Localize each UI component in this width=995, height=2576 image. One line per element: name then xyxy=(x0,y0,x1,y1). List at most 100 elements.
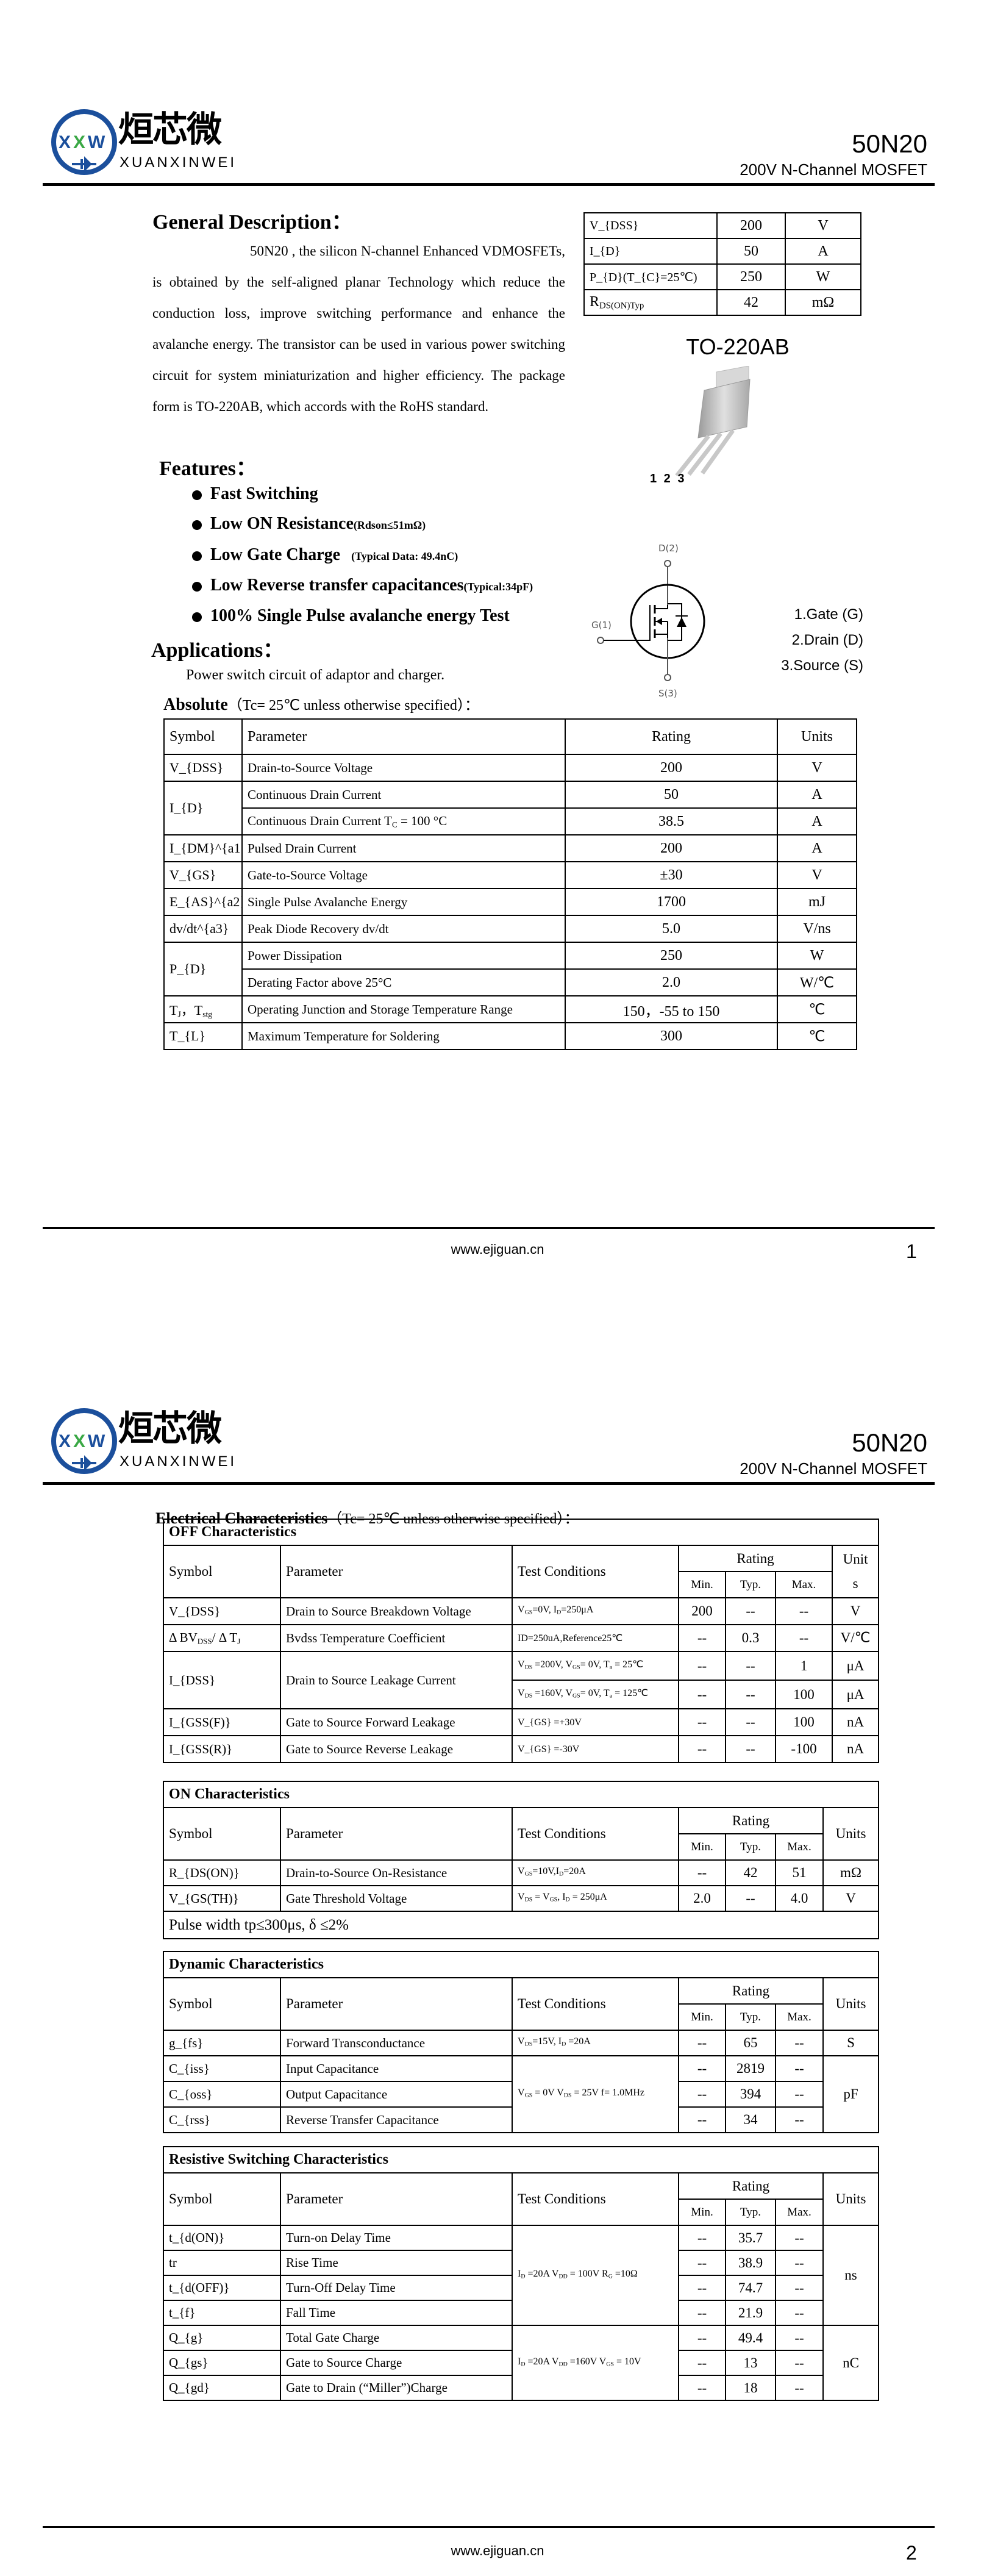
condition-cell: VDS = VGS, ID = 250μA xyxy=(512,1885,679,1912)
min-cell: -- xyxy=(678,2300,726,2326)
symbol-cell: Q_{g} xyxy=(163,2325,281,2351)
unit-cell: nC xyxy=(822,2325,880,2401)
typ-cell: -- xyxy=(725,1708,776,1736)
typ-cell: 38.9 xyxy=(725,2250,776,2276)
unit-cell: A xyxy=(777,834,857,862)
min-cell: -- xyxy=(678,2225,726,2251)
table-row: C_{rss} Reverse Transfer Capacitance -- 34-… xyxy=(163,2106,879,2133)
spec-symbol: P_{D}(T_{C}=25℃) xyxy=(583,263,718,290)
feature-text: Low Gate Charge xyxy=(210,545,341,564)
logo-letter: X xyxy=(73,1431,85,1451)
bullet-icon xyxy=(192,581,202,592)
min-cell: -- xyxy=(678,2250,726,2276)
column-header: Units xyxy=(822,2172,880,2226)
table-row: I_{DM}^{a1} Pulsed Drain Current 200 A xyxy=(163,834,857,862)
subheader-row: Min. Typ. Max. xyxy=(163,2199,879,2226)
column-header: Rating xyxy=(678,1545,833,1572)
typ-cell: 0.3 xyxy=(725,1624,776,1652)
mosfet-schematic-icon: D(2) S(3) G(1) xyxy=(591,543,705,699)
column-header: Units xyxy=(777,718,857,755)
source-label: S(3) xyxy=(658,688,677,699)
logo-emblem-icon: X X W xyxy=(51,109,117,175)
brand-name-chinese: 烜芯微 xyxy=(118,1408,222,1449)
min-cell: -- xyxy=(678,1651,726,1681)
min-cell: -- xyxy=(678,1859,726,1886)
part-subtitle: 200V N-Channel MOSFET xyxy=(740,160,927,179)
general-description-text: 50N20 , the silicon N-channel Enhanced V… xyxy=(152,243,565,414)
drain-label: D(2) xyxy=(658,543,679,554)
features-title: Features： xyxy=(159,457,257,480)
logo-emblem-icon: X X W xyxy=(51,1408,117,1474)
parameter-cell: Drain-to-Source On-Resistance xyxy=(280,1859,513,1886)
column-header: Min. xyxy=(678,2003,726,2031)
pin-legend-source: 3.Source (S) xyxy=(781,657,863,674)
max-cell: -- xyxy=(775,2350,824,2376)
max-cell: -- xyxy=(775,2250,824,2276)
table-row: VDS =160V, VGS= 0V, Ta = 125℃ -- -- 100 μA xyxy=(163,1680,880,1709)
rating-cell: 200 xyxy=(565,834,778,862)
max-cell: -- xyxy=(775,1597,833,1625)
unit-cell: V/ns xyxy=(777,915,857,943)
dynamic-characteristics-table: Dynamic Characteristics Symbol Parameter Te… xyxy=(162,1951,880,2133)
min-cell: -- xyxy=(678,2350,726,2376)
max-cell: 100 xyxy=(775,1680,833,1709)
pin-numbers: 1 2 3 xyxy=(650,472,687,485)
min-cell: -- xyxy=(678,1624,726,1652)
column-header: Symbol xyxy=(163,1977,281,2031)
rating-cell: 1700 xyxy=(565,888,778,916)
part-number: 50N20 xyxy=(852,1428,927,1457)
footer-url[interactable]: www.ejiguan.cn xyxy=(451,2543,544,2558)
column-header: Parameter xyxy=(280,1977,513,2031)
column-header: Symbol xyxy=(163,718,243,755)
parameter-cell: Continuous Drain Current TC = 100 °C xyxy=(241,807,566,835)
page-2: X X W 烜芯微 XUANXINWEI 50N20 200V N-Channe… xyxy=(0,1299,995,2576)
table-row: I_{GSS(F)} Gate to Source Forward Leakage… xyxy=(163,1708,880,1736)
typ-cell: -- xyxy=(725,1597,776,1625)
rating-cell: 5.0 xyxy=(565,915,778,943)
column-header: Min. xyxy=(678,1571,726,1598)
parameter-cell: Continuous Drain Current xyxy=(241,781,566,809)
max-cell: -- xyxy=(775,2106,824,2133)
symbol-cell: TJ，Tstg xyxy=(163,995,243,1023)
logo-letter: X xyxy=(59,1431,71,1451)
title-row: ON Characteristics xyxy=(162,1781,880,1808)
spec-symbol: V_{DSS} xyxy=(583,212,718,239)
table-row: TJ，Tstg Operating Junction and Storage Te… xyxy=(163,995,857,1023)
column-header: Parameter xyxy=(280,2172,513,2226)
max-cell: -- xyxy=(775,2030,824,2056)
symbol-cell: C_{oss} xyxy=(163,2081,281,2108)
table-row: Δ BVDSS/ Δ TJ Bvdss Temperature Coefficie… xyxy=(163,1624,880,1652)
min-cell: 200 xyxy=(678,1597,726,1625)
unit-cell: V xyxy=(831,1597,880,1625)
symbol-cell: I_{GSS(R)} xyxy=(163,1735,281,1763)
parameter-cell: Input Capacitance xyxy=(280,2055,513,2082)
max-cell: -- xyxy=(775,2375,824,2401)
condition-cell: VGS=0V, ID=250μA xyxy=(512,1597,679,1625)
feature-note: (Rdson≤51mΩ) xyxy=(353,519,426,531)
symbol-cell: Q_{gs} xyxy=(163,2350,281,2376)
typ-cell: 2819 xyxy=(725,2055,776,2082)
feature-text: 100% Single Pulse avalanche energy Test xyxy=(210,606,510,625)
column-header: Parameter xyxy=(241,718,566,755)
rating-cell: ±30 xyxy=(565,861,778,889)
spec-symbol: I_{D} xyxy=(583,238,718,265)
table-row: Q_{gd} Gate to Drain (“Miller”)Charge -- 18… xyxy=(163,2375,879,2401)
symbol-cell: g_{fs} xyxy=(163,2030,281,2056)
parameter-cell: Bvdss Temperature Coefficient xyxy=(280,1624,513,1652)
column-header: Symbol xyxy=(163,2172,281,2226)
parameter-cell: Gate Threshold Voltage xyxy=(280,1885,513,1912)
table-row: C_{iss} Input Capacitance VGS = 0V VDS = 2… xyxy=(163,2055,880,2133)
footer-url[interactable]: www.ejiguan.cn xyxy=(451,1242,544,1257)
table-row: P_{D} Power Dissipation 250 W xyxy=(163,942,857,996)
bullet-icon xyxy=(192,612,202,622)
bullet-icon xyxy=(192,520,202,530)
table-row: V_{GS} Gate-to-Source Voltage ±30 V xyxy=(163,861,857,889)
min-cell: -- xyxy=(678,2055,726,2082)
min-cell: 2.0 xyxy=(678,1885,726,1912)
logo-letter: X xyxy=(73,132,85,152)
absolute-ratings-table: Symbol Parameter Rating Units V_{DSS} Drain-t… xyxy=(163,718,857,1050)
unit-cell: V xyxy=(777,754,857,782)
spec-row: RDS(ON)Typ 42 mΩ xyxy=(583,289,861,316)
typ-cell: -- xyxy=(725,1651,776,1681)
max-cell: 100 xyxy=(775,1708,833,1736)
